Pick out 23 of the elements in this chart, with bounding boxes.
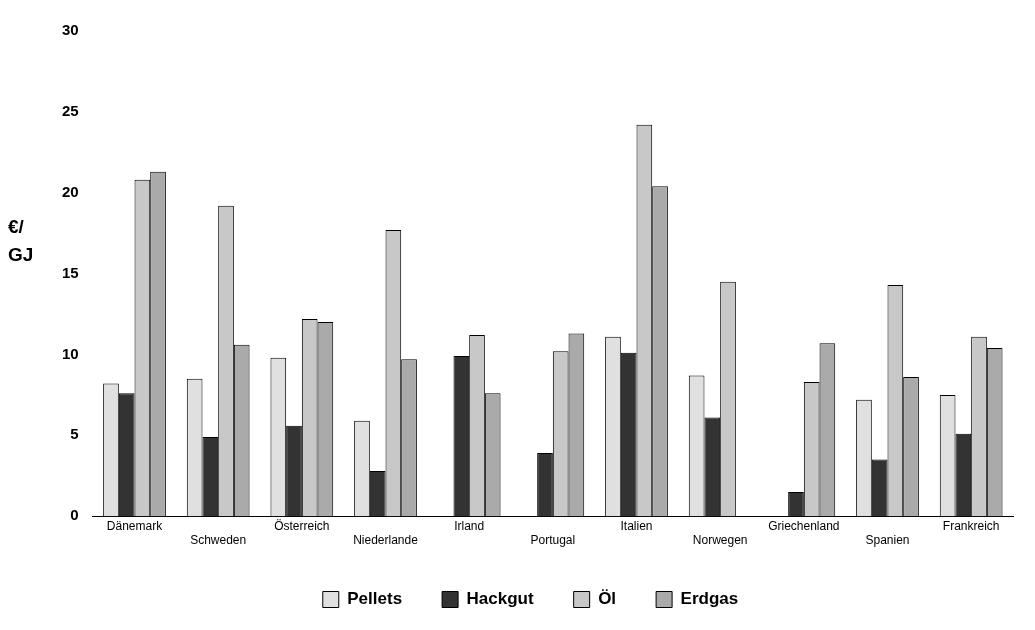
x-tick-label: Irland: [454, 518, 485, 533]
x-tick-label: Italien: [620, 518, 653, 533]
y-tick-label: 0: [70, 506, 79, 524]
x-tick-label: Norwegen: [692, 533, 748, 548]
x-tick-label: Spanien: [865, 533, 910, 548]
y-axis-title: €/ GJ: [8, 215, 35, 267]
y-tick-label: 20: [62, 182, 79, 200]
x-tick-label: Portugal: [530, 533, 576, 548]
y-tick-label: 25: [62, 102, 79, 120]
legend-label: Erdgas: [680, 589, 739, 609]
y-tick-label: 10: [62, 344, 79, 362]
y-tick-label: 5: [70, 425, 79, 443]
legend-label: Hackgut: [466, 589, 534, 609]
legend-label: Pellets: [347, 589, 403, 609]
legend-label: Öl: [598, 589, 617, 609]
x-tick-label: Frankreich: [942, 518, 1000, 533]
x-tick-label: Griechenland: [768, 518, 840, 533]
y-tick-label: 15: [62, 263, 79, 281]
x-tick-label: Niederlande: [353, 533, 419, 548]
y-tick-label: 30: [62, 21, 79, 39]
x-tick-label: Österreich: [274, 518, 330, 533]
x-tick-label: Dänemark: [106, 518, 164, 533]
x-tick-label: Schweden: [190, 533, 247, 548]
